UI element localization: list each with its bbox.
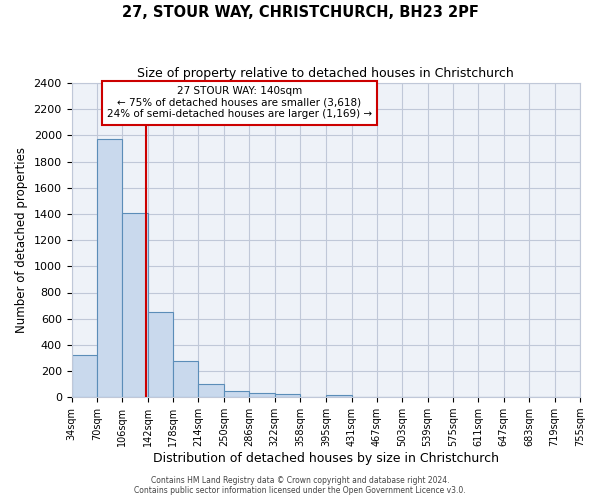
Bar [275,394,300,397]
Bar [199,384,224,397]
Bar [326,394,352,397]
Bar [97,138,122,397]
Bar [148,312,173,397]
Title: Size of property relative to detached houses in Christchurch: Size of property relative to detached ho… [137,68,514,80]
Bar [71,354,97,397]
Text: Contains HM Land Registry data © Crown copyright and database right 2024.
Contai: Contains HM Land Registry data © Crown c… [134,476,466,495]
Y-axis label: Number of detached properties: Number of detached properties [15,147,28,333]
Bar [122,212,148,397]
Text: 27, STOUR WAY, CHRISTCHURCH, BH23 2PF: 27, STOUR WAY, CHRISTCHURCH, BH23 2PF [122,5,478,20]
Bar [224,392,249,397]
Bar [173,361,199,397]
Bar [249,394,275,397]
X-axis label: Distribution of detached houses by size in Christchurch: Distribution of detached houses by size … [153,452,499,465]
Text: 27 STOUR WAY: 140sqm
← 75% of detached houses are smaller (3,618)
24% of semi-de: 27 STOUR WAY: 140sqm ← 75% of detached h… [107,86,372,120]
